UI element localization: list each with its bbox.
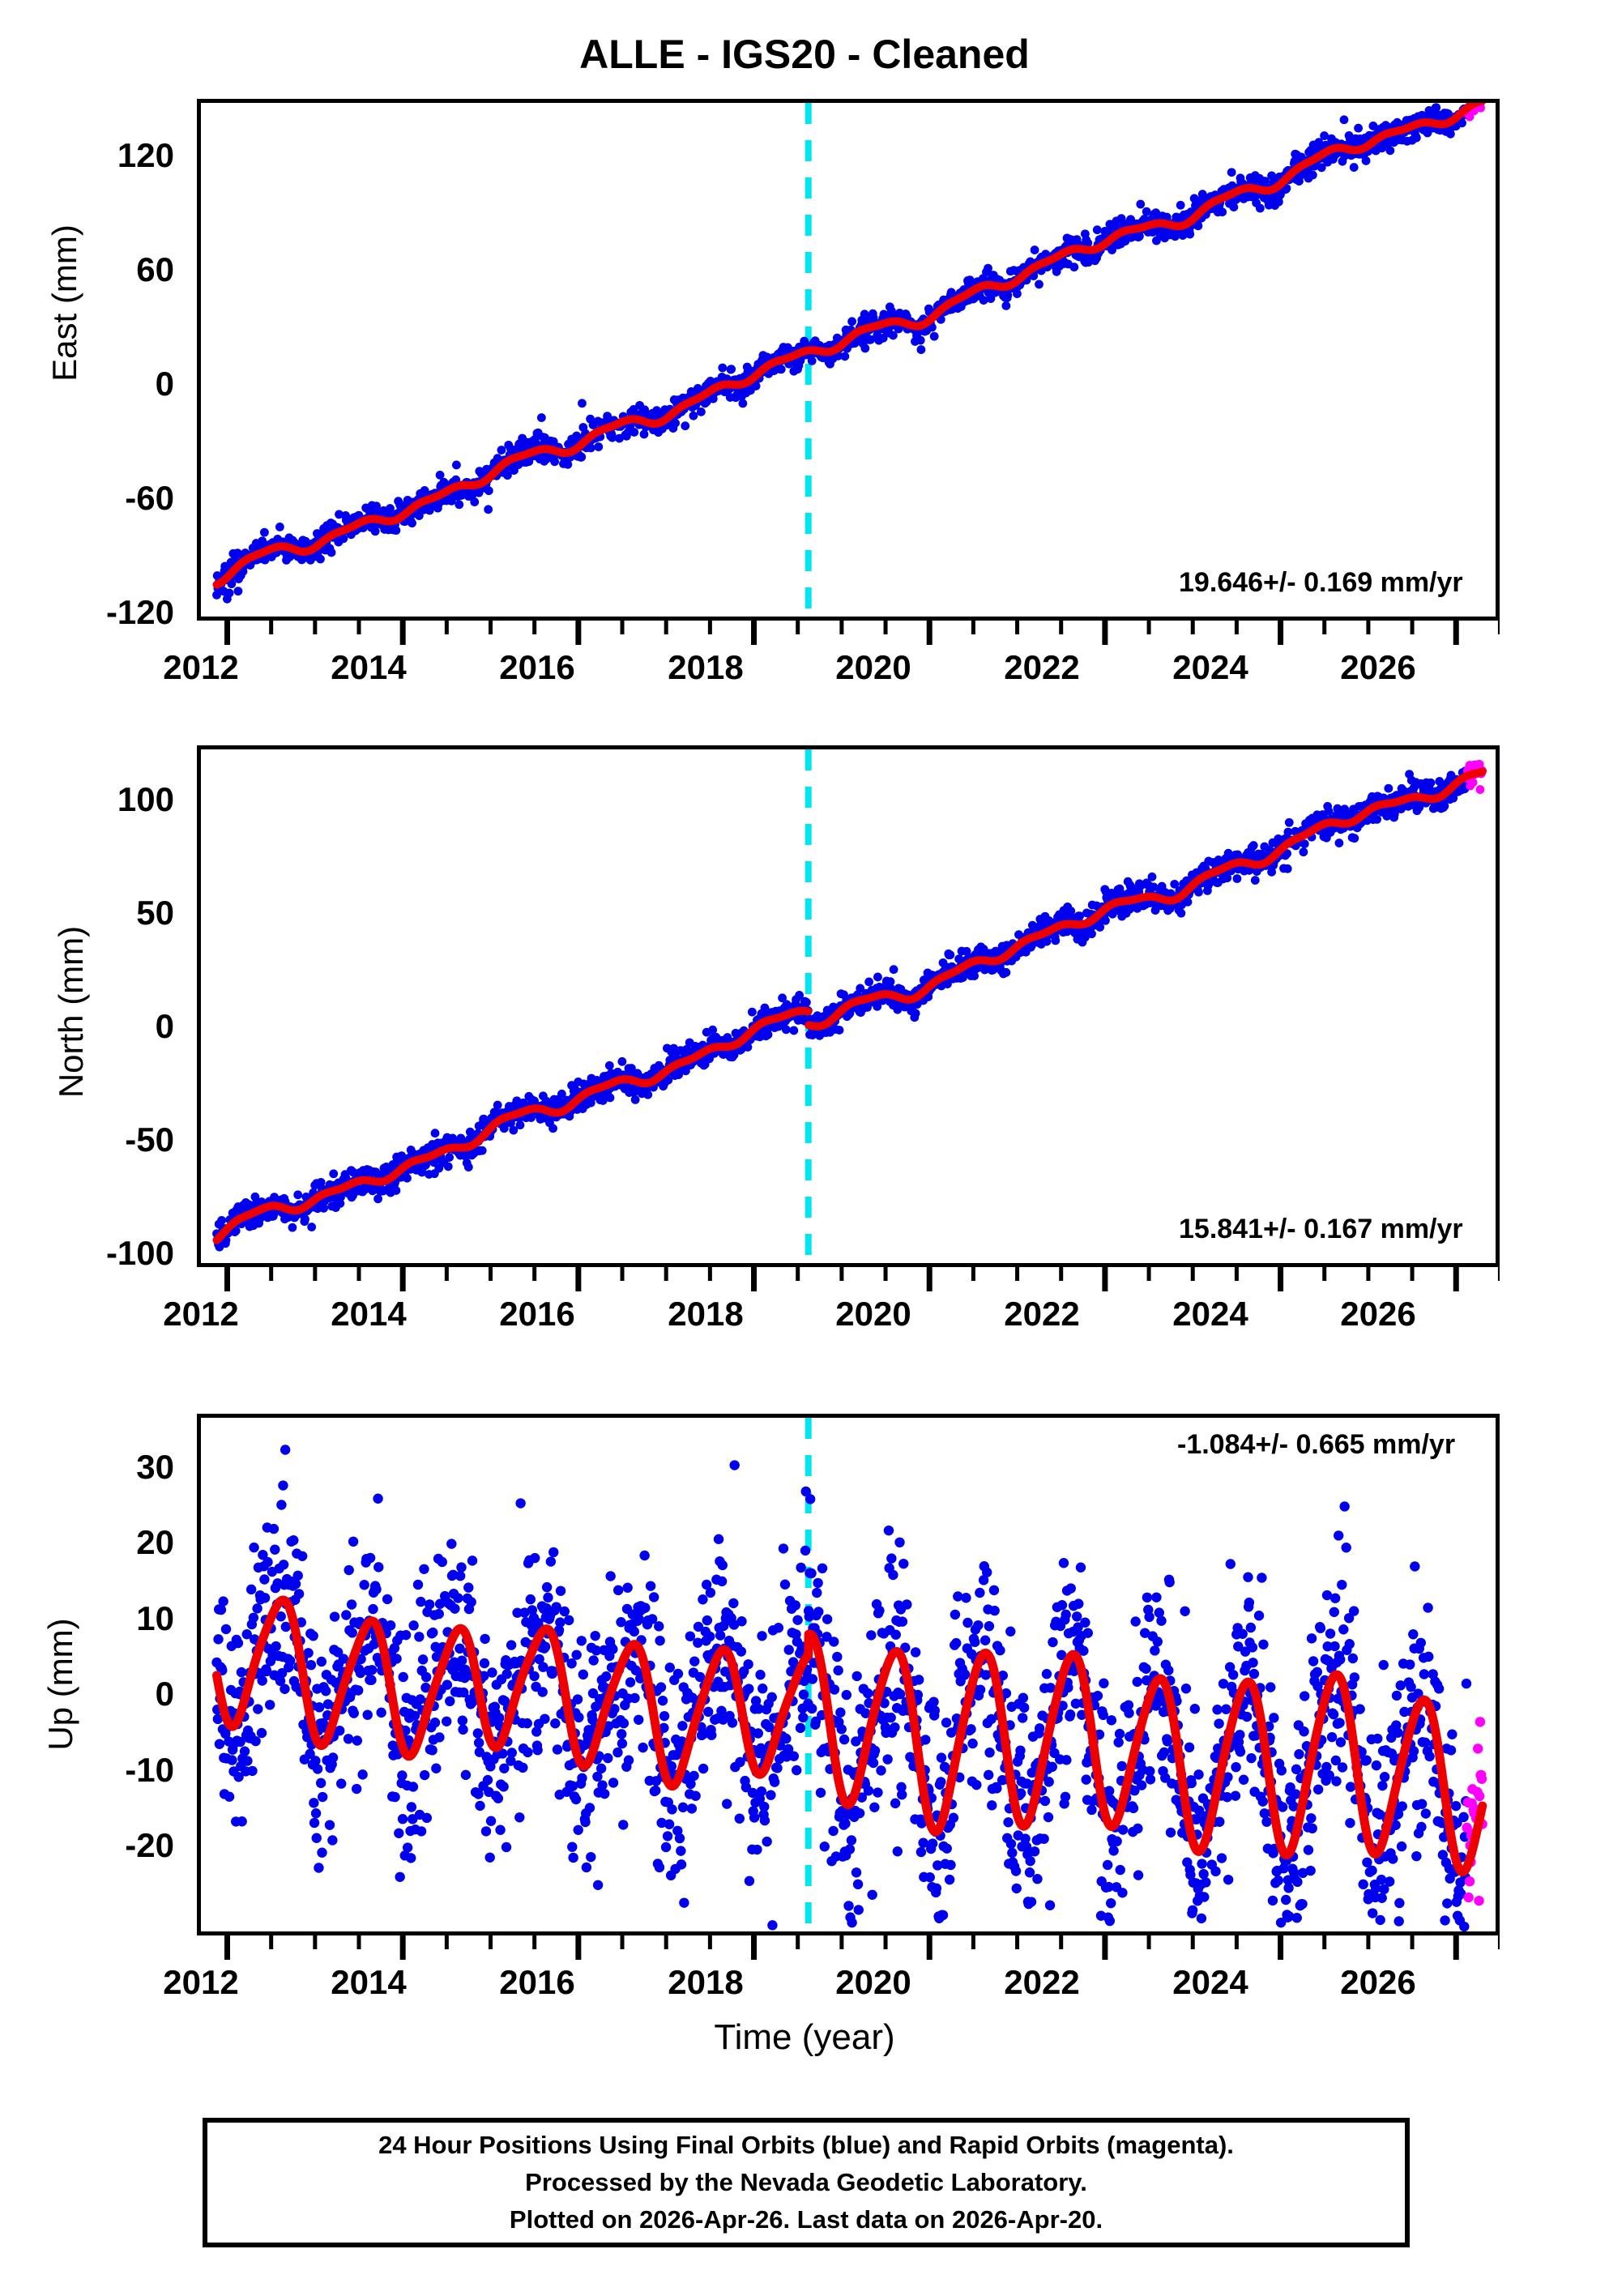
- north-rate-label: 15.841+/- 0.167 mm/yr: [1179, 1214, 1463, 1244]
- up-ytick-4: -10: [125, 1751, 174, 1789]
- up-ytick-1: 20: [136, 1523, 174, 1561]
- north-xtick-1: 2014: [331, 1295, 407, 1333]
- north-ytick-4: -100: [105, 1234, 174, 1272]
- model-fit-curve: [212, 1595, 1487, 1877]
- up-plot-area: [197, 1414, 1500, 1935]
- up-rate-label: -1.084+/- 0.665 mm/yr: [1177, 1429, 1456, 1460]
- east-ytick-2: 0: [155, 365, 174, 403]
- model-fit-curve: [212, 767, 1487, 1244]
- north-ytick-0: 100: [117, 780, 174, 818]
- north-plot-area: [197, 745, 1500, 1267]
- up-xtick-3: 2018: [668, 1963, 744, 2001]
- figure-caption-box: 24 Hour Positions Using Final Orbits (bl…: [203, 2118, 1410, 2247]
- north-xtick-6: 2024: [1172, 1295, 1248, 1333]
- north-ytick-1: 50: [136, 894, 174, 932]
- east-xtick-2: 2016: [499, 648, 575, 686]
- caption-line-3: Plotted on 2026-Apr-26. Last data on 202…: [509, 2205, 1103, 2234]
- north-ytick-3: -50: [125, 1120, 174, 1159]
- up-xtick-2: 2016: [499, 1963, 575, 2001]
- caption-line-2: Processed by the Nevada Geodetic Laborat…: [525, 2168, 1087, 2196]
- up-xtick-1: 2014: [331, 1963, 407, 2001]
- data-points: [212, 103, 1485, 604]
- east-xtick-3: 2018: [668, 648, 744, 686]
- east-xtick-1: 2014: [331, 648, 407, 686]
- east-ytick-4: -120: [105, 593, 174, 631]
- east-ytick-1: 60: [136, 250, 174, 288]
- east-ytick-3: -60: [125, 479, 174, 517]
- north-ytick-2: 0: [155, 1007, 174, 1045]
- north-xtick-5: 2022: [1004, 1295, 1080, 1333]
- north-xtick-0: 2012: [163, 1295, 239, 1333]
- up-xtick-7: 2026: [1340, 1963, 1416, 2001]
- north-xtick-3: 2018: [668, 1295, 744, 1333]
- north-xtick-7: 2026: [1340, 1295, 1416, 1333]
- east-xtick-7: 2026: [1340, 648, 1416, 686]
- up-ytick-0: 30: [136, 1448, 174, 1486]
- up-xtick-6: 2024: [1172, 1963, 1248, 2001]
- east-xtick-5: 2022: [1004, 648, 1080, 686]
- north-xtick-4: 2020: [835, 1295, 911, 1333]
- north-xaxis-ticks: [224, 1267, 1500, 1291]
- model-fit-curve: [212, 103, 1486, 589]
- north-xtick-2: 2016: [499, 1295, 575, 1333]
- up-ytick-3: 0: [155, 1675, 174, 1713]
- caption-line-1: 24 Hour Positions Using Final Orbits (bl…: [378, 2131, 1234, 2159]
- east-xaxis-ticks: [224, 621, 1500, 645]
- up-xaxis-ticks: [224, 1935, 1500, 1960]
- x-axis-label: Time (year): [714, 2017, 895, 2057]
- east-plot-area: [197, 99, 1500, 621]
- figure-title: ALLE - IGS20 - Cleaned: [579, 32, 1030, 77]
- east-xtick-4: 2020: [835, 648, 911, 686]
- up-xtick-0: 2012: [163, 1963, 239, 2001]
- east-rate-label: 19.646+/- 0.169 mm/yr: [1179, 567, 1463, 598]
- data-points: [211, 1445, 1487, 1931]
- up-xtick-5: 2022: [1004, 1963, 1080, 2001]
- east-ytick-0: 120: [117, 136, 174, 174]
- up-xtick-4: 2020: [835, 1963, 911, 2001]
- east-xtick-0: 2012: [163, 648, 239, 686]
- east-xtick-6: 2024: [1172, 648, 1248, 686]
- up-ytick-2: 10: [136, 1599, 174, 1637]
- up-ytick-5: -20: [125, 1826, 174, 1864]
